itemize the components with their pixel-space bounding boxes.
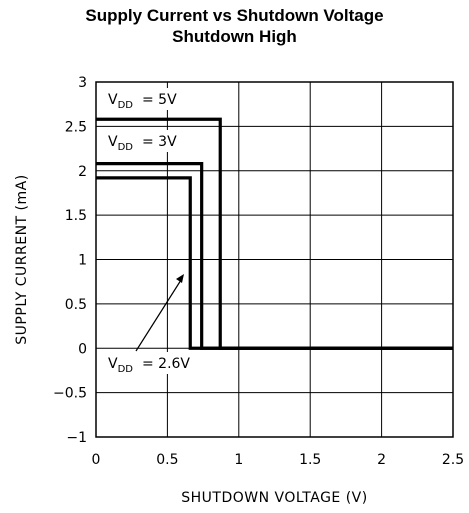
chart-title: Supply Current vs Shutdown Voltage xyxy=(85,6,384,25)
annotation-26v: VDD = 2.6V xyxy=(108,356,190,375)
annotation-arrowhead xyxy=(176,274,184,283)
y-tick-label: 0.5 xyxy=(65,297,87,313)
x-tick-label: 1 xyxy=(234,452,243,468)
series-line-2 xyxy=(96,176,453,350)
x-tick-label: 0.5 xyxy=(156,452,178,468)
chart-subtitle: Shutdown High xyxy=(172,27,297,46)
annotation-5v: VDD = 5V xyxy=(108,92,177,111)
annotation-5v-bg xyxy=(103,88,211,110)
y-tick-label: 0 xyxy=(78,341,87,357)
grid xyxy=(96,82,453,437)
annotation-arrow xyxy=(135,279,182,352)
y-tick-label: −0.5 xyxy=(53,386,87,402)
annotation-26v-bg xyxy=(103,352,215,374)
x-axis-label: SHUTDOWN VOLTAGE (V) xyxy=(181,490,367,506)
x-tick-label: 1.5 xyxy=(299,452,321,468)
y-tick-label: 1 xyxy=(78,253,87,269)
x-tick-labels: 0 0.5 1 1.5 2 2.5 xyxy=(92,452,465,468)
y-tick-label: 2.5 xyxy=(65,119,87,135)
y-tick-labels: −1 −0.5 0 0.5 1 1.5 2 2.5 3 xyxy=(53,75,87,446)
series-line-0 xyxy=(96,117,453,350)
x-tick-label: 0 xyxy=(92,452,101,468)
y-tick-label: 3 xyxy=(78,75,87,91)
annotations: VDD = 5V VDD = 3V VDD = 2.6V xyxy=(103,88,215,375)
y-tick-label: 1.5 xyxy=(65,208,87,224)
annotation-3v: VDD = 3V xyxy=(108,134,177,153)
y-axis-label: SUPPLY CURRENT (mA) xyxy=(14,174,30,344)
x-tick-label: 2 xyxy=(377,452,386,468)
series-line-1 xyxy=(96,162,453,350)
y-tick-label: 2 xyxy=(78,164,87,180)
series-lines xyxy=(96,117,453,350)
annotation-3v-bg xyxy=(103,130,193,152)
y-tick-label: −1 xyxy=(66,430,87,446)
x-tick-label: 2.5 xyxy=(442,452,464,468)
plot-frame xyxy=(95,81,454,438)
